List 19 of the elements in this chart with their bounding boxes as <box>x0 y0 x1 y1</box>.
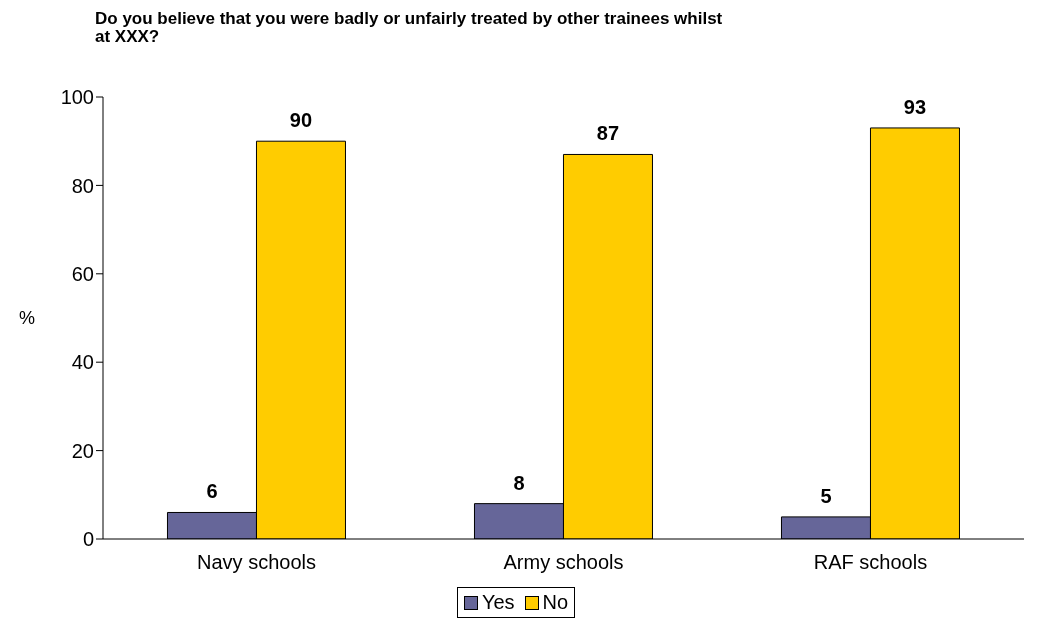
x-tick-label: Army schools <box>503 551 624 574</box>
data-label: 87 <box>596 122 620 145</box>
chart-title: Do you believe that you were badly or unfairly treated by other trainees whilst at XXX? <box>95 9 724 46</box>
y-tick-label: 20 <box>71 439 94 462</box>
data-label: 93 <box>903 95 927 118</box>
y-tick-label: 80 <box>71 174 94 197</box>
data-label: 6 <box>206 480 218 503</box>
data-label: 5 <box>820 484 832 507</box>
data-label: 8 <box>513 471 525 494</box>
legend-label: No <box>541 591 569 614</box>
y-tick-label: 40 <box>71 351 94 374</box>
y-tick-label: 0 <box>82 528 94 551</box>
x-tick-label: RAF schools <box>813 551 928 574</box>
data-label: 90 <box>289 109 313 132</box>
y-axis-title: % <box>19 308 36 329</box>
x-tick-label: Navy schools <box>197 551 316 574</box>
y-tick-label: 60 <box>71 262 94 285</box>
legend-label: Yes <box>480 591 515 614</box>
y-tick-label: 100 <box>60 86 94 109</box>
